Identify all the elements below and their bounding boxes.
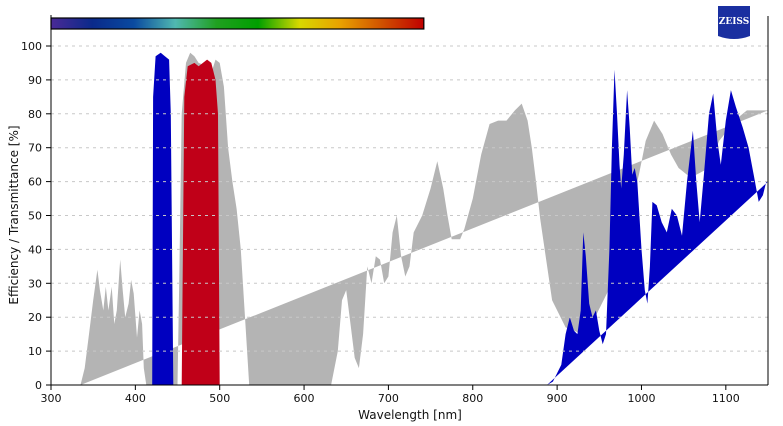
x-tick-label: 300 <box>41 392 62 405</box>
y-tick-label: 70 <box>28 142 42 155</box>
spectrum-color-bar <box>50 17 425 30</box>
zeiss-logo: ZEISS <box>718 6 750 39</box>
x-tick-label: 700 <box>378 392 399 405</box>
grid-layer <box>51 45 768 352</box>
y-tick-label: 10 <box>28 345 42 358</box>
svg-text:ZEISS: ZEISS <box>719 17 749 27</box>
axes-layer: 0 10 20 30 40 50 60 70 80 90 100 300 400 500 600 700 800… <box>21 15 769 405</box>
series-3-area <box>181 59 220 385</box>
y-tick-label: 100 <box>21 40 42 53</box>
y-tick-label: 60 <box>28 176 42 189</box>
x-axis-label: Wavelength [nm] <box>358 408 462 422</box>
y-tick-label: 20 <box>28 311 42 324</box>
y-tick-label: 0 <box>35 379 42 392</box>
x-tick-label: 1100 <box>712 392 740 405</box>
series-2-area <box>547 69 768 385</box>
x-tick-label: 900 <box>547 392 568 405</box>
y-tick-label: 90 <box>28 74 42 87</box>
y-axis-label: Efficiency / Transmittance [%] <box>7 125 21 304</box>
x-tick-label: 1000 <box>627 392 655 405</box>
x-tick-label: 500 <box>209 392 230 405</box>
series-1-area <box>152 52 174 386</box>
series-layer <box>80 52 768 386</box>
y-tick-label: 80 <box>28 108 42 121</box>
y-tick-label: 30 <box>28 277 42 290</box>
x-tick-label: 800 <box>462 392 483 405</box>
y-tick-label: 50 <box>28 210 42 223</box>
y-tick-label: 40 <box>28 243 42 256</box>
x-tick-label: 400 <box>125 392 146 405</box>
x-tick-label: 600 <box>294 392 315 405</box>
series-0-area <box>80 52 768 386</box>
